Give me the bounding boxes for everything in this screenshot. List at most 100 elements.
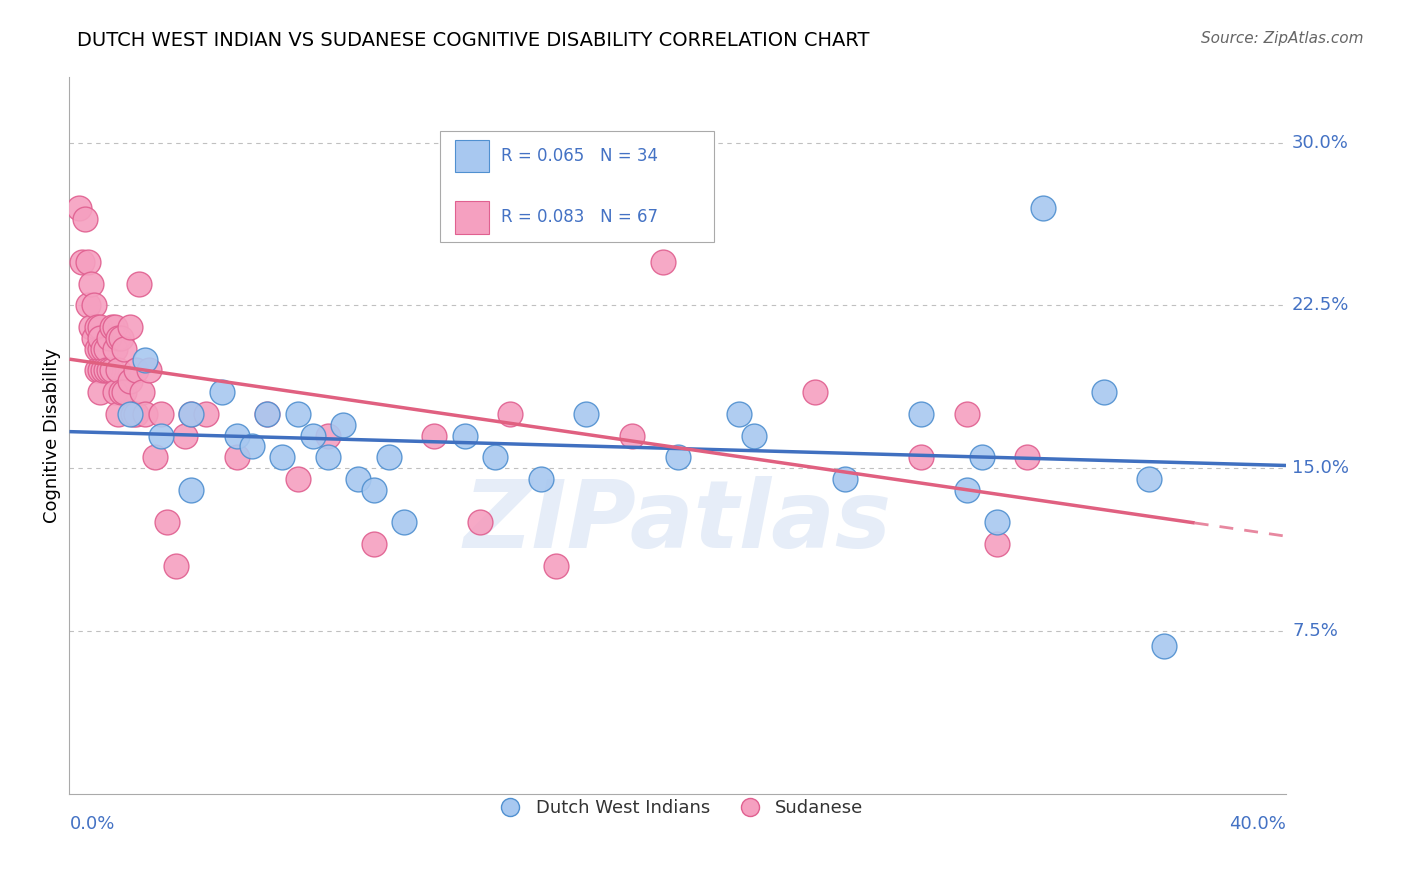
Point xyxy=(73,211,96,226)
Point xyxy=(287,407,309,421)
Text: R = 0.065   N = 34: R = 0.065 N = 34 xyxy=(502,147,658,165)
Point xyxy=(76,255,98,269)
Point xyxy=(104,320,127,334)
Point xyxy=(86,363,108,377)
Point xyxy=(1032,201,1054,215)
Point xyxy=(128,277,150,291)
Point xyxy=(316,450,339,465)
Point xyxy=(98,331,121,345)
Point xyxy=(468,516,491,530)
Point xyxy=(134,352,156,367)
Point xyxy=(986,516,1008,530)
Text: 22.5%: 22.5% xyxy=(1292,296,1350,314)
Point xyxy=(104,342,127,356)
Point xyxy=(89,342,111,356)
Text: 30.0%: 30.0% xyxy=(1292,134,1348,152)
Text: DUTCH WEST INDIAN VS SUDANESE COGNITIVE DISABILITY CORRELATION CHART: DUTCH WEST INDIAN VS SUDANESE COGNITIVE … xyxy=(77,31,870,50)
Point xyxy=(80,320,103,334)
Point xyxy=(112,385,135,400)
Text: 0.0%: 0.0% xyxy=(69,815,115,833)
Point xyxy=(107,363,129,377)
Point xyxy=(67,201,90,215)
Point xyxy=(271,450,294,465)
Point xyxy=(83,298,105,312)
Point xyxy=(143,450,166,465)
Point xyxy=(727,407,749,421)
Point xyxy=(484,450,506,465)
Point xyxy=(112,342,135,356)
FancyBboxPatch shape xyxy=(456,202,489,234)
Point xyxy=(287,472,309,486)
Point xyxy=(120,375,142,389)
Point xyxy=(316,428,339,442)
Point xyxy=(1017,450,1039,465)
FancyBboxPatch shape xyxy=(440,131,714,243)
Point xyxy=(1092,385,1115,400)
Point xyxy=(363,483,385,497)
Point xyxy=(89,320,111,334)
Point xyxy=(423,428,446,442)
Point xyxy=(225,428,247,442)
Point xyxy=(392,516,415,530)
Point xyxy=(347,472,370,486)
Point xyxy=(131,385,153,400)
Point xyxy=(834,472,856,486)
Point xyxy=(378,450,401,465)
Point xyxy=(1153,639,1175,653)
Point xyxy=(970,450,993,465)
Point xyxy=(80,277,103,291)
Text: 15.0%: 15.0% xyxy=(1292,459,1350,477)
Point xyxy=(910,407,932,421)
Point xyxy=(110,331,132,345)
Point xyxy=(956,407,979,421)
Point xyxy=(211,385,233,400)
Text: 7.5%: 7.5% xyxy=(1292,622,1339,640)
Point xyxy=(125,363,148,377)
Point xyxy=(89,363,111,377)
Text: Source: ZipAtlas.com: Source: ZipAtlas.com xyxy=(1201,31,1364,46)
Point xyxy=(122,407,145,421)
Point xyxy=(101,363,124,377)
Point xyxy=(256,407,278,421)
Point xyxy=(986,537,1008,551)
Point xyxy=(94,363,117,377)
Text: 40.0%: 40.0% xyxy=(1229,815,1286,833)
Point xyxy=(240,440,263,454)
Point xyxy=(174,428,197,442)
Point xyxy=(301,428,323,442)
Point xyxy=(1137,472,1160,486)
Text: R = 0.083   N = 67: R = 0.083 N = 67 xyxy=(502,209,658,227)
Point xyxy=(363,537,385,551)
Point xyxy=(89,385,111,400)
Point xyxy=(332,417,354,432)
Point xyxy=(125,407,148,421)
Point xyxy=(91,363,114,377)
Point xyxy=(180,407,202,421)
Point xyxy=(149,407,172,421)
Legend: Dutch West Indians, Sudanese: Dutch West Indians, Sudanese xyxy=(485,792,870,824)
Point xyxy=(86,342,108,356)
Point xyxy=(651,255,673,269)
Point xyxy=(98,363,121,377)
Point xyxy=(104,385,127,400)
Point xyxy=(454,428,477,442)
Point xyxy=(165,558,187,573)
Point xyxy=(76,298,98,312)
Point xyxy=(83,331,105,345)
Point xyxy=(195,407,218,421)
Point xyxy=(180,407,202,421)
Point xyxy=(107,407,129,421)
Point xyxy=(110,385,132,400)
Point xyxy=(120,407,142,421)
Point xyxy=(91,342,114,356)
Point xyxy=(149,428,172,442)
Point xyxy=(89,331,111,345)
Point xyxy=(666,450,689,465)
Point xyxy=(225,450,247,465)
Y-axis label: Cognitive Disability: Cognitive Disability xyxy=(44,348,60,523)
Point xyxy=(621,428,644,442)
Point xyxy=(256,407,278,421)
Point xyxy=(575,407,598,421)
Point xyxy=(134,407,156,421)
Point xyxy=(138,363,160,377)
